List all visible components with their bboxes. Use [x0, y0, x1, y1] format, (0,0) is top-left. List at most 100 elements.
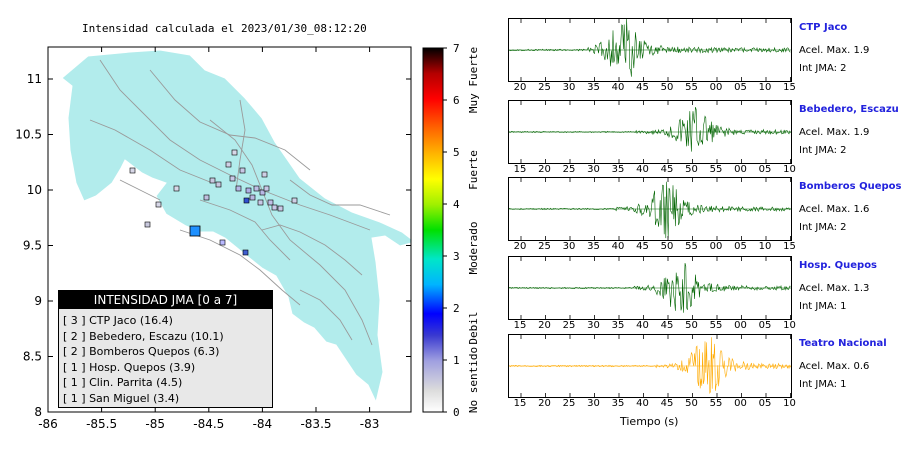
- colorbar-category-label: Muy Fuerte: [467, 47, 480, 113]
- station-marker: [253, 185, 260, 192]
- station-marker: [291, 197, 298, 204]
- map-frame: [47, 46, 412, 413]
- station-markers: [129, 149, 298, 256]
- colorbar-tick-label: 1: [453, 354, 460, 367]
- time-tick-label: 40: [636, 164, 649, 175]
- time-tick-label: 20: [538, 320, 551, 331]
- station-max-acceleration: Acel. Max. 1.9: [799, 127, 870, 138]
- time-tick-label: 05: [758, 398, 772, 409]
- waveform-panel: [508, 256, 792, 320]
- time-tick-label: 30: [587, 398, 600, 409]
- station-marker: [239, 167, 246, 174]
- time-tick-label: 15: [513, 164, 527, 175]
- colorbar-tick-label: 7: [453, 42, 460, 55]
- waveform-trace: [509, 19, 791, 81]
- time-tick-label: 55: [685, 82, 698, 93]
- time-tick-label: 45: [636, 82, 649, 93]
- time-tick-label: 25: [538, 241, 551, 252]
- time-tick-label: 25: [562, 164, 576, 175]
- time-tick-row: 15 20 25 30 35 40 45 50 55 00 05 10: [508, 320, 796, 334]
- station-marker: [215, 181, 222, 188]
- colorbar-tick-label: 0: [453, 406, 460, 419]
- station-marker: [155, 201, 162, 208]
- legend-item: [ 1 ] San Miguel (3.4): [63, 391, 180, 405]
- station-marker: [219, 239, 226, 246]
- time-tick-label: 45: [636, 241, 649, 252]
- time-tick-row: 15 20 25 30 35 40 45 50 55 00 05 10: [508, 398, 796, 412]
- waveform-panel: [508, 177, 792, 241]
- time-tick-label: 35: [587, 82, 600, 93]
- time-tick-label: 55: [709, 320, 723, 331]
- time-tick-label: 10: [758, 82, 772, 93]
- time-tick-row: 15 20 25 30 35 40 45 50 55 00 05 10: [508, 164, 796, 178]
- lon-tick-label: -84: [253, 417, 273, 431]
- lon-tick-label: -84.5: [193, 417, 224, 431]
- lon-tick-label: -85.5: [86, 417, 117, 431]
- map-title: Intensidad calculada el 2023/01/30_08:12…: [82, 22, 367, 35]
- station-marker: [263, 185, 270, 192]
- time-tick-label: 55: [709, 398, 723, 409]
- time-tick-label: 05: [758, 164, 772, 175]
- time-tick-label: 20: [538, 398, 551, 409]
- station-name: Hosp. Quepos: [799, 260, 878, 271]
- waveform-panel: [508, 334, 792, 398]
- colorbar-tick-label: 4: [453, 198, 460, 211]
- time-tick-label: 40: [611, 82, 625, 93]
- intensity-legend: INTENSIDAD JMA [0 a 7] [ 3 ] CTP Jaco (1…: [58, 290, 273, 408]
- time-tick-label: 35: [611, 164, 625, 175]
- station-jma-intensity: Int JMA: 1: [799, 379, 847, 390]
- time-tick-label: 40: [611, 241, 625, 252]
- time-tick-label: 50: [660, 82, 674, 93]
- legend-title: INTENSIDAD JMA [0 a 7]: [59, 291, 272, 309]
- time-tick-label: 55: [709, 164, 723, 175]
- lon-tick-label: -85: [145, 417, 165, 431]
- waveform-panel: [508, 18, 792, 82]
- time-tick-label: 10: [783, 398, 796, 409]
- legend-item: [ 2 ] Bomberos Quepos (6.3): [63, 345, 220, 358]
- station-marker: [257, 199, 264, 206]
- time-tick-label: 10: [783, 320, 796, 331]
- time-tick-label: 00: [734, 320, 747, 331]
- legend-item: [ 1 ] Clin. Parrita (4.5): [63, 376, 183, 389]
- lon-tick-label: -86: [38, 417, 58, 431]
- station-jma-intensity: Int JMA: 2: [799, 145, 847, 156]
- station-marker: [261, 171, 268, 178]
- lat-tick-label: 9.5: [23, 239, 42, 253]
- station-marker: [235, 185, 242, 192]
- colorbar-tick-label: 3: [453, 250, 460, 263]
- colorbar-tick-label: 6: [453, 94, 460, 107]
- legend-item: [ 1 ] Hosp. Quepos (3.9): [63, 360, 196, 374]
- time-tick-label: 30: [587, 320, 600, 331]
- time-tick-label: 15: [513, 320, 527, 331]
- station-jma-intensity: Int JMA: 2: [799, 63, 847, 74]
- time-tick-label: 30: [562, 82, 576, 93]
- time-tick-label: 20: [513, 241, 527, 252]
- intensity-colorbar: 0 1 2 3 4 5 6 7 No sentido Debil Moderado Fuerte Mu…: [422, 42, 480, 419]
- time-tick-label: 35: [587, 241, 600, 252]
- colorbar-tick-label: 5: [453, 146, 460, 159]
- time-tick-label: 55: [685, 241, 698, 252]
- time-tick-label: 30: [562, 241, 576, 252]
- time-tick-label: 15: [783, 241, 796, 252]
- colorbar-gradient: [422, 47, 444, 413]
- time-tick-label: 20: [538, 164, 551, 175]
- time-tick-label: 00: [734, 398, 747, 409]
- lat-tick-label: 11: [27, 72, 42, 86]
- legend-item: [ 3 ] CTP Jaco (16.4): [63, 314, 173, 327]
- time-tick-label: 30: [587, 164, 600, 175]
- roads-layer: [89, 59, 391, 346]
- intensity-map: 11 10.5 10 9.5 9 8.5 8 -86 -85.5 -85 -84.5 -84 -83.…: [15, 46, 412, 431]
- time-tick-label: 25: [562, 398, 576, 409]
- time-tick-label: 15: [783, 82, 796, 93]
- station-max-acceleration: Acel. Max. 0.6: [799, 361, 870, 372]
- colorbar-ticks: 0 1 2 3 4 5 6 7: [443, 42, 460, 419]
- lon-tick-label: -83: [360, 417, 380, 431]
- time-tick-label: 25: [562, 320, 576, 331]
- station-marker: [144, 221, 151, 228]
- time-tick-label: 40: [636, 398, 649, 409]
- station-jma-intensity: Int JMA: 1: [799, 301, 847, 312]
- legend-item: [ 2 ] Bebedero, Escazu (10.1): [63, 329, 224, 343]
- time-tick-label: 00: [734, 164, 747, 175]
- time-tick-label: 35: [611, 398, 625, 409]
- station-marker: [267, 199, 274, 206]
